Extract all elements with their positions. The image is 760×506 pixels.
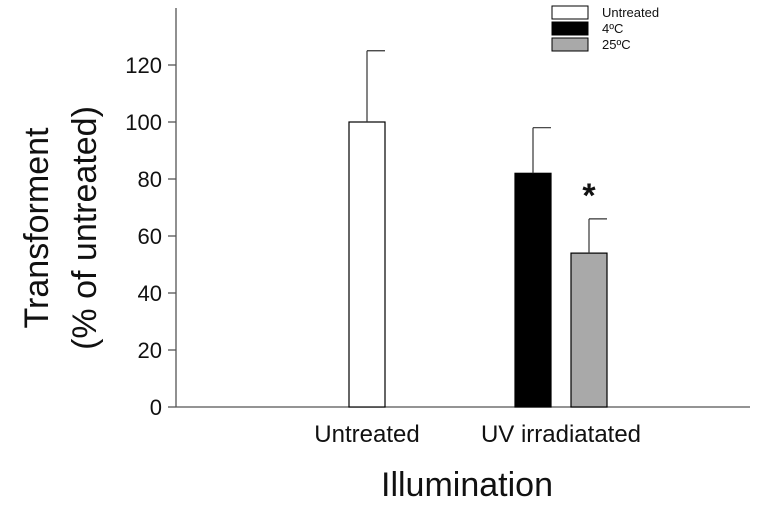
y-tick-label: 120 — [125, 53, 162, 78]
bar — [570, 252, 608, 408]
axes — [175, 8, 750, 408]
legend-label: Untreated — [602, 5, 659, 20]
y-tick-label: 40 — [138, 281, 162, 306]
y-tick-label: 80 — [138, 167, 162, 192]
y-axis-title-line2: (% of untreated) — [66, 106, 104, 350]
x-axis-title: Illumination — [381, 466, 553, 504]
legend-swatch — [551, 37, 589, 52]
x-category-labels: Untreated UV irradiatated — [314, 421, 641, 448]
y-tick-label: 100 — [125, 110, 162, 135]
bar — [514, 172, 552, 408]
y-tick-label: 20 — [138, 338, 162, 363]
legend-label: 4ºC — [602, 21, 623, 36]
significance-marker: * — [582, 177, 596, 215]
legend-swatch — [551, 5, 589, 20]
x-category-label: UV irradiatated — [481, 421, 641, 448]
legend-swatch — [551, 21, 589, 36]
legend-label: 25ºC — [602, 37, 631, 52]
y-tick-label: 0 — [150, 395, 162, 420]
bars: * — [348, 50, 608, 408]
y-tick-label: 60 — [138, 224, 162, 249]
y-axis-title-line1: Transforment — [18, 127, 56, 328]
x-category-label: Untreated — [314, 421, 419, 448]
y-ticks: 0 20 40 60 80 100 120 — [125, 53, 176, 420]
bar — [348, 121, 386, 408]
